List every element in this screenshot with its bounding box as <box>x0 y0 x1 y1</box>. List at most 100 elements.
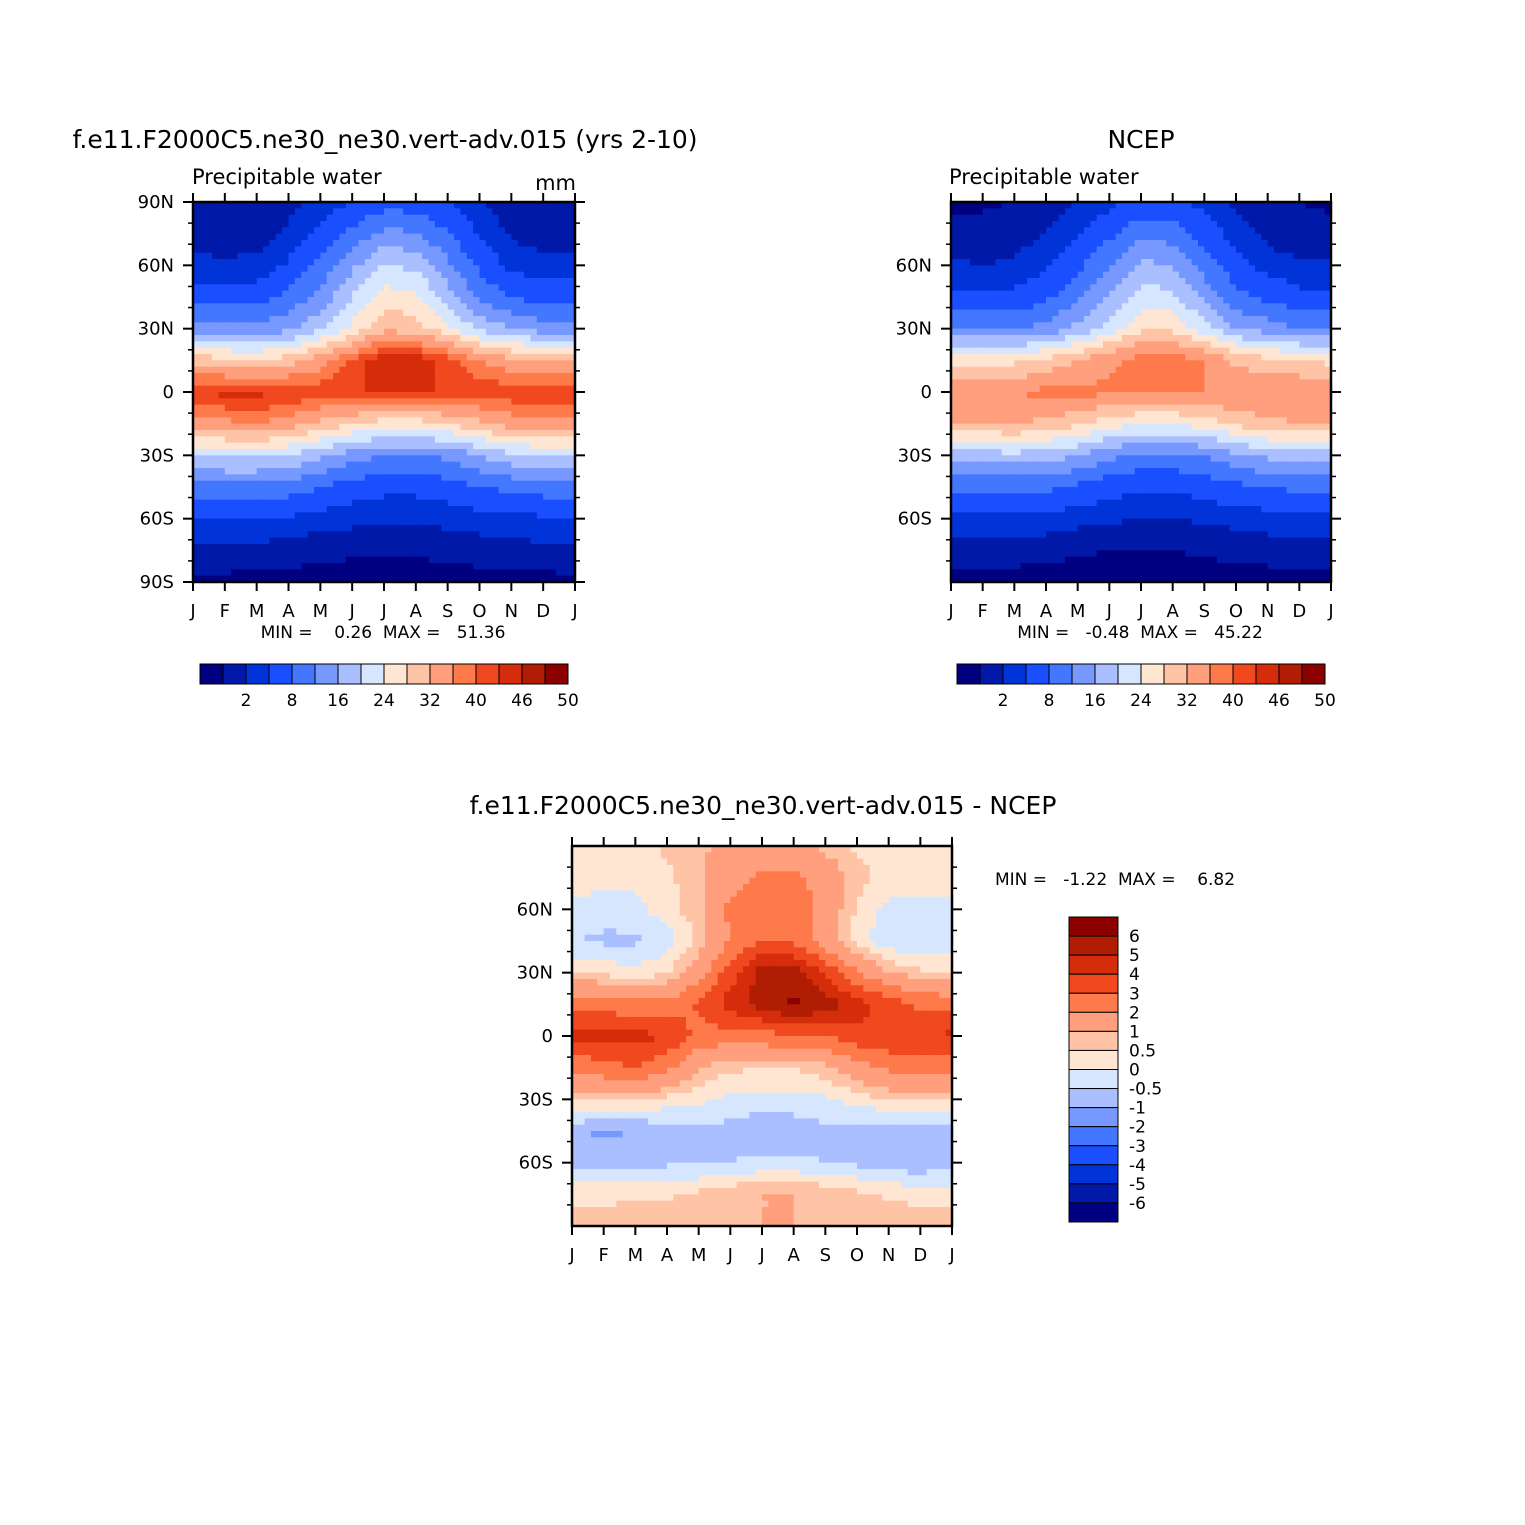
contour-cell <box>511 341 519 349</box>
contour-cell <box>326 309 334 317</box>
contour-cell <box>307 575 315 583</box>
contour-cell <box>1305 240 1313 247</box>
contour-cell <box>212 233 220 241</box>
contour-cell <box>447 569 455 577</box>
contour-cell <box>434 341 442 349</box>
contour-cell <box>434 202 442 209</box>
contour-cell <box>1147 309 1155 317</box>
contour-cell <box>524 493 532 501</box>
contour-cell <box>377 360 385 368</box>
contour-cell <box>498 290 506 298</box>
contour-cell <box>1255 303 1262 311</box>
contour-cell <box>434 252 442 260</box>
contour-cell <box>364 233 372 241</box>
contour-cell <box>492 423 500 431</box>
contour-cell <box>1172 227 1180 235</box>
contour-cell <box>485 404 493 412</box>
contour-cell <box>498 499 506 507</box>
contour-cell <box>364 436 372 444</box>
contour-cell <box>243 525 251 532</box>
contour-cell <box>205 480 213 488</box>
contour-cell <box>384 512 391 520</box>
contour-cell <box>1305 227 1313 235</box>
contour-cell <box>263 474 270 482</box>
contour-cell <box>1065 328 1072 336</box>
contour-cell <box>320 512 328 520</box>
contour-cell <box>345 259 353 266</box>
contour-cell <box>422 227 430 235</box>
contour-cell <box>422 271 430 279</box>
contour-cell <box>498 297 506 304</box>
contour-cell <box>530 499 538 507</box>
contour-cell <box>250 544 258 551</box>
contour-cell <box>1071 297 1079 304</box>
contour-cell <box>1293 208 1300 216</box>
contour-cell <box>377 309 385 317</box>
contour-cell <box>1312 240 1319 247</box>
contour-cell <box>530 290 538 298</box>
contour-cell <box>339 474 347 482</box>
contour-cell <box>441 233 449 241</box>
contour-cell <box>460 227 468 235</box>
contour-cell <box>1008 284 1015 292</box>
contour-cell <box>339 531 347 539</box>
contour-cell <box>263 518 270 526</box>
contour-cell <box>1248 322 1256 330</box>
contour-cell <box>294 398 302 406</box>
contour-cell <box>434 512 442 520</box>
contour-cell <box>364 550 372 558</box>
contour-cell <box>524 436 532 444</box>
contour-cell <box>555 392 563 399</box>
contour-cell <box>415 404 423 412</box>
contour-cell <box>231 487 239 494</box>
contour-cell <box>447 449 455 456</box>
contour-cell <box>320 221 328 228</box>
contour-cell <box>1046 290 1053 298</box>
contour-cell <box>218 259 226 266</box>
contour-cell <box>358 379 366 387</box>
contour-cell <box>396 506 404 513</box>
contour-cell <box>275 271 283 279</box>
contour-cell <box>492 531 500 539</box>
contour-cell <box>1236 214 1243 222</box>
contour-cell <box>231 480 239 488</box>
contour-cell <box>377 518 385 526</box>
contour-cell <box>447 373 455 380</box>
contour-cell <box>530 575 538 583</box>
contour-cell <box>454 417 461 425</box>
contour-cell <box>485 208 493 216</box>
contour-cell <box>1179 303 1186 311</box>
contour-cell <box>345 290 353 298</box>
contour-cell <box>250 373 258 380</box>
contour-cell <box>1065 316 1072 323</box>
contour-cell <box>524 575 532 583</box>
contour-cell <box>549 411 557 418</box>
contour-cell <box>473 322 481 330</box>
contour-cell <box>1185 240 1193 247</box>
contour-cell <box>1039 259 1047 266</box>
contour-cell <box>243 436 251 444</box>
contour-cell <box>1261 316 1269 323</box>
contour-cell <box>256 278 264 285</box>
contour-cell <box>1096 328 1104 336</box>
contour-cell <box>364 227 372 235</box>
contour-cell <box>243 480 251 488</box>
contour-cell <box>415 550 423 558</box>
contour-cell <box>294 316 302 323</box>
contour-cell <box>555 569 563 577</box>
contour-cell <box>352 455 360 463</box>
contour-cell <box>199 575 207 583</box>
contour-cell <box>364 385 372 393</box>
contour-cell <box>555 303 563 311</box>
contour-cell <box>352 411 360 418</box>
contour-cell <box>976 259 984 266</box>
contour-cell <box>231 398 239 406</box>
contour-cell <box>403 436 411 444</box>
contour-cell <box>1014 265 1022 273</box>
contour-cell <box>454 252 461 260</box>
contour-cell <box>1103 271 1110 279</box>
contour-cell <box>1153 328 1161 336</box>
contour-cell <box>333 335 341 342</box>
contour-cell <box>231 240 239 247</box>
contour-cell <box>193 240 200 247</box>
